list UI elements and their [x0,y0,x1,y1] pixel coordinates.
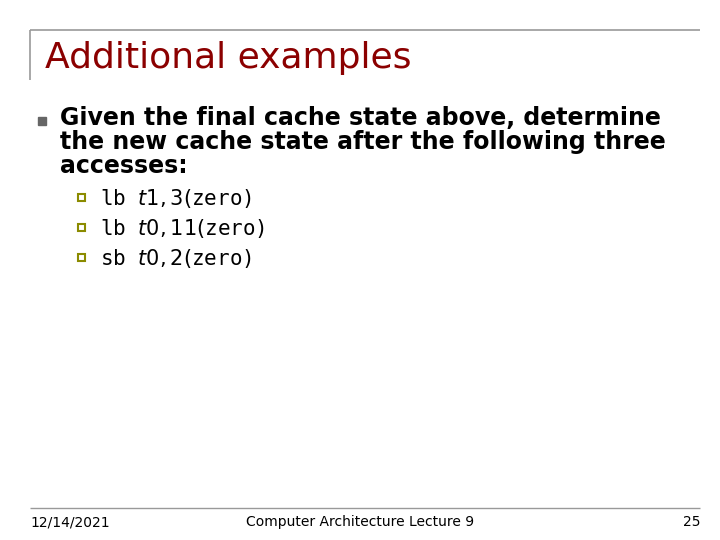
Text: Additional examples: Additional examples [45,41,412,75]
Text: Computer Architecture Lecture 9: Computer Architecture Lecture 9 [246,515,474,529]
Text: the new cache state after the following three: the new cache state after the following … [60,130,666,154]
Bar [78,254,85,261]
Text: lb $t0, 11($zero): lb $t0, 11($zero) [100,217,265,240]
Text: sb $t0, 2($zero): sb $t0, 2($zero) [100,246,252,269]
Text: accesses:: accesses: [60,154,188,178]
Text: 25: 25 [683,515,700,529]
Text: lb $t1, 3($zero): lb $t1, 3($zero) [100,186,252,210]
Text: Given the final cache state above, determine: Given the final cache state above, deter… [60,106,661,130]
Text: 12/14/2021: 12/14/2021 [30,515,109,529]
Bar [78,194,85,201]
Bar [38,117,46,125]
Bar [78,224,85,231]
